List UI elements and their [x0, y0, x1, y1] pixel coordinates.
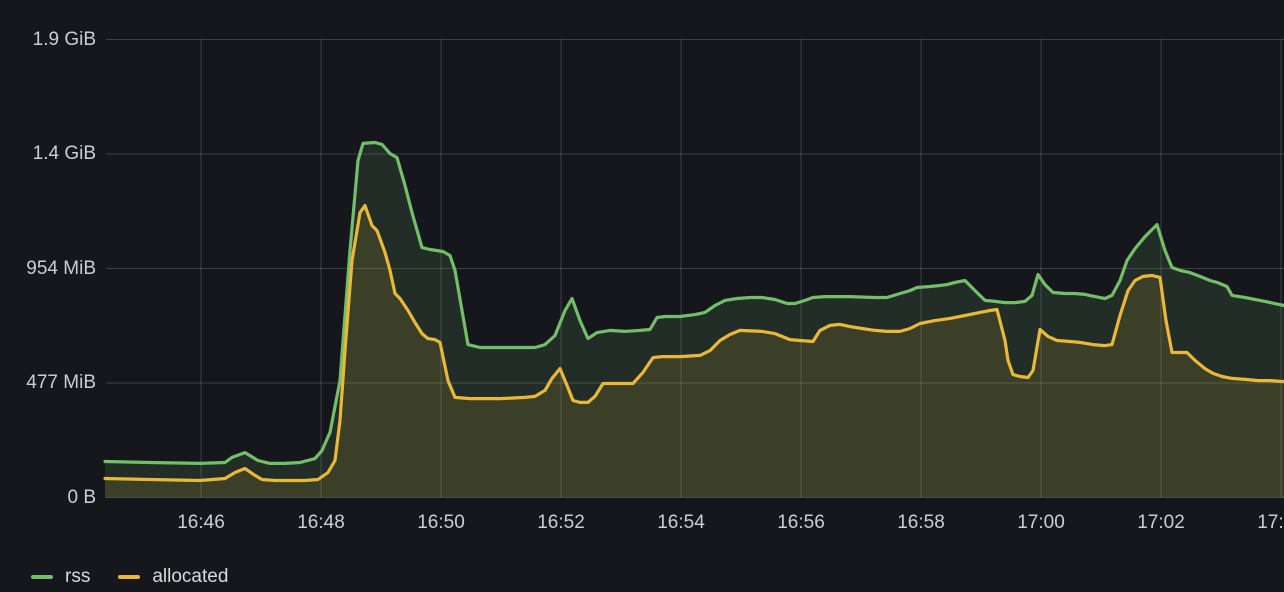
x-tick-label: 16:48 — [297, 512, 345, 533]
legend-label: allocated — [152, 566, 229, 587]
legend: rss allocated — [31, 562, 228, 592]
legend-item-allocated[interactable]: allocated — [118, 562, 228, 592]
x-tick-label: 16:54 — [657, 512, 705, 533]
x-tick-label: 17:00 — [1017, 512, 1065, 533]
y-tick-label: 1.9 GiB — [32, 28, 96, 50]
x-tick-label: 17:02 — [1137, 512, 1185, 533]
y-tick-label: 0 B — [67, 486, 96, 508]
legend-label: rss — [65, 566, 91, 587]
series-line-allocated — [103, 204, 1284, 483]
series-line-rss — [103, 140, 1284, 465]
x-tick-label: 16:52 — [537, 512, 585, 533]
legend-swatch-rss — [31, 575, 53, 579]
x-tick-label: 17:04 — [1257, 512, 1284, 533]
y-tick-label: 477 MiB — [26, 372, 96, 393]
series-area-allocated — [105, 205, 1284, 498]
series-area-rss — [105, 142, 1284, 498]
x-tick-label: 16:50 — [417, 512, 465, 533]
x-tick-label: 16:58 — [897, 512, 945, 533]
y-tick-label: 1.4 GiB — [32, 143, 96, 164]
legend-swatch-allocated — [118, 575, 141, 579]
x-tick-label: 16:56 — [777, 512, 825, 533]
x-tick-label: 16:46 — [177, 512, 225, 533]
y-tick-label: 954 MiB — [26, 257, 96, 279]
legend-item-rss[interactable]: rss — [31, 562, 90, 592]
